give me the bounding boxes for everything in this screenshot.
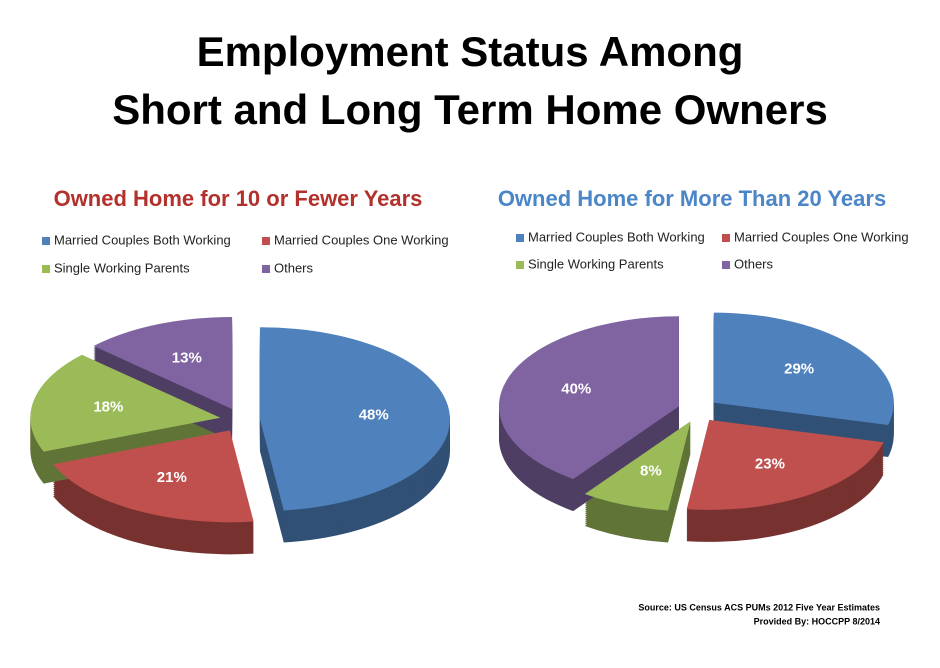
page-title: Employment Status Among [197, 28, 744, 75]
legend-swatch [516, 234, 524, 242]
legend-swatch [722, 261, 730, 269]
value-label: 23% [755, 456, 785, 473]
legend-label: Others [734, 256, 774, 271]
slice [584, 421, 691, 511]
value-label: 13% [172, 349, 202, 366]
slice [259, 327, 450, 511]
slice [30, 354, 221, 452]
legend-label: Married Couples One Working [734, 229, 909, 244]
source: Provided By: HOCCPP 8/2014 [754, 616, 880, 626]
value-label: 18% [93, 398, 123, 415]
legend-label: Married Couples One Working [274, 232, 449, 247]
slice [713, 312, 894, 426]
value-label: 29% [784, 361, 814, 378]
chart-title: Owned Home for 10 or Fewer Years [54, 186, 423, 211]
legend-swatch [722, 234, 730, 242]
slice [93, 316, 233, 409]
value-label: 40% [561, 381, 591, 398]
page-title: Short and Long Term Home Owners [112, 86, 828, 133]
legend-label: Single Working Parents [528, 256, 664, 271]
value-label: 21% [157, 469, 187, 486]
legend-swatch [42, 237, 50, 245]
legend-swatch [262, 237, 270, 245]
legend-swatch [516, 261, 524, 269]
slice [498, 316, 679, 480]
value-label: 8% [640, 462, 662, 479]
legend-label: Married Couples Both Working [54, 232, 231, 247]
slice [53, 430, 254, 523]
source: Source: US Census ACS PUMs 2012 Five Yea… [638, 602, 880, 612]
chart-title: Owned Home for More Than 20 Years [498, 186, 886, 211]
slice [686, 419, 884, 510]
legend-swatch [42, 265, 50, 273]
legend-swatch [262, 265, 270, 273]
legend-label: Married Couples Both Working [528, 229, 705, 244]
value-label: 48% [359, 407, 389, 424]
legend-label: Others [274, 260, 314, 275]
legend-label: Single Working Parents [54, 260, 190, 275]
